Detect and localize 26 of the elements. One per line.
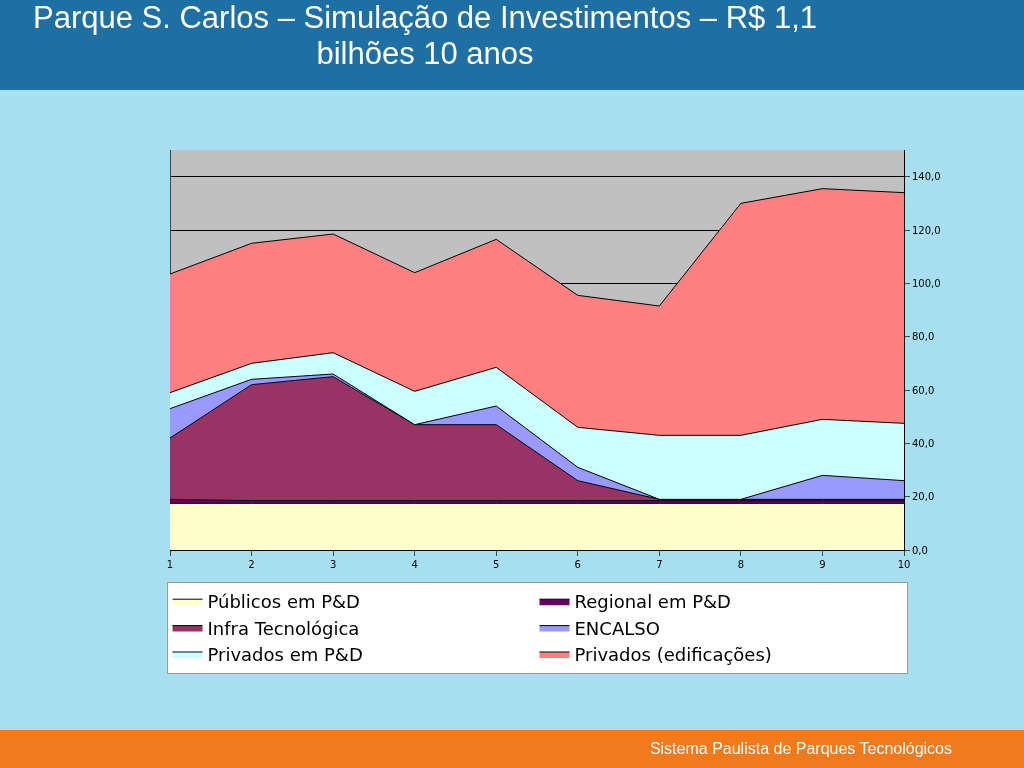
y-tick-label: 0,0: [912, 544, 928, 556]
x-tick-label: 3: [329, 559, 337, 570]
legend-label: Públicos em P&D: [207, 591, 360, 613]
legend-label: ENCALSO: [574, 617, 660, 639]
x-tick-label: 4: [411, 559, 418, 570]
x-tick-label: 7: [656, 559, 663, 570]
x-tick-label: 2: [248, 559, 255, 570]
text: Sistema Paulista de Parques Tecnológicos: [649, 740, 952, 758]
x-tick-label: 10: [897, 559, 911, 570]
y-tick-label: 120,0: [912, 224, 941, 236]
x-tick-label: 9: [819, 559, 826, 570]
x-tick-label: 5: [493, 559, 500, 570]
y-tick-label: 140,0: [912, 171, 941, 183]
y-tick-label: 40,0: [912, 437, 935, 449]
y-tick-label: 80,0: [912, 331, 935, 343]
legend-label: Regional em P&D: [574, 591, 731, 613]
y-tick-label: 20,0: [912, 491, 935, 503]
y-tick-label: 100,0: [912, 277, 941, 289]
legend-label: Infra Tecnológica: [207, 617, 360, 639]
x-tick-label: 6: [574, 559, 581, 570]
x-tick-label: 8: [737, 559, 745, 570]
chart-title: Parque S. Carlos – Simulação de Investimentos – R$ 1,1 bilhões 10 anos: [32, 0, 818, 72]
x-tick-label: 1: [166, 559, 174, 570]
legend-label: Privados (edificações): [574, 644, 772, 666]
legend-label: Privados em P&D: [207, 644, 363, 666]
y-tick-label: 60,0: [912, 384, 935, 396]
